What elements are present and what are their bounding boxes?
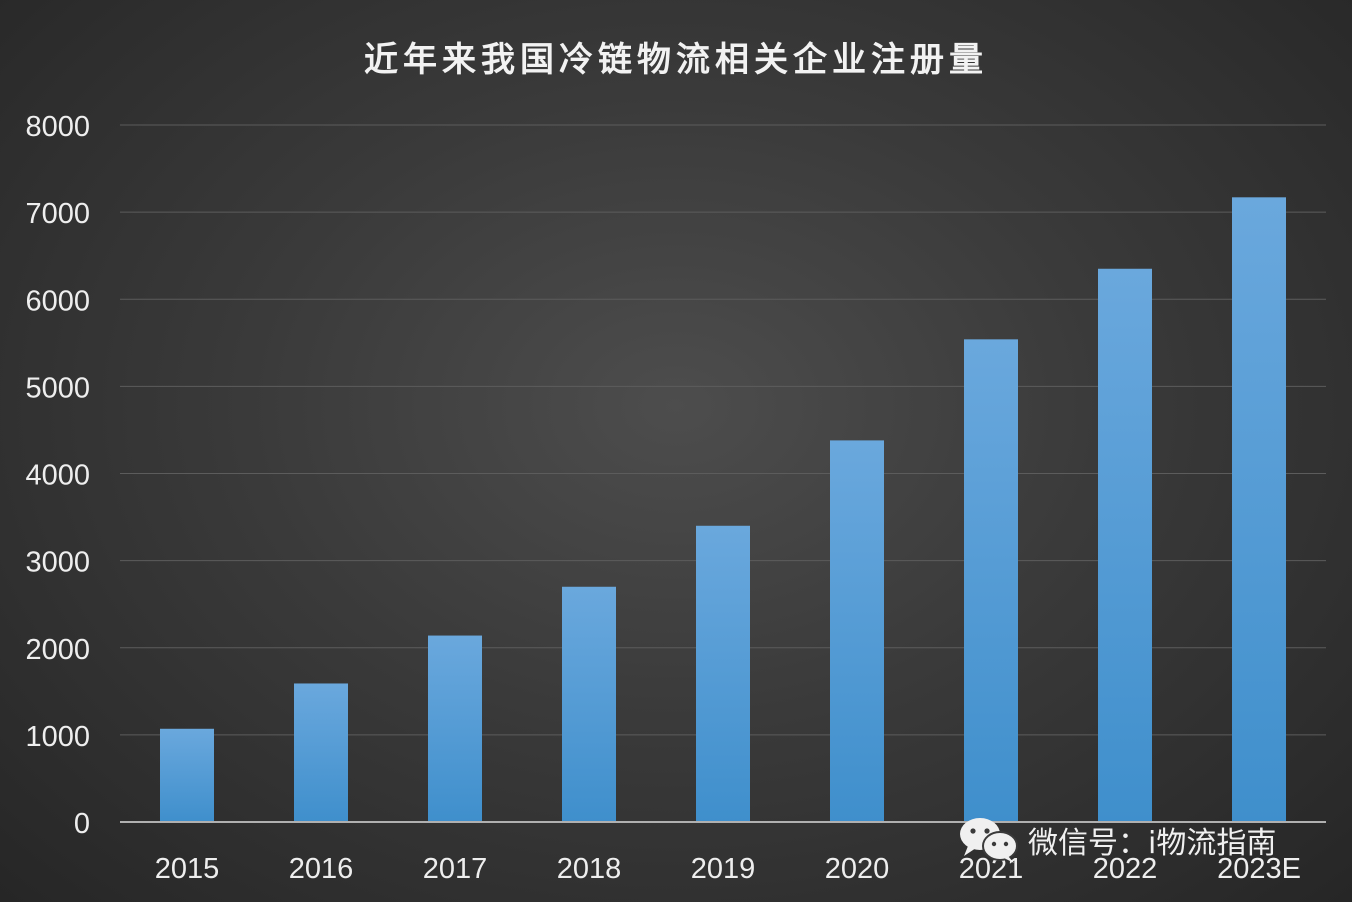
y-tick-label: 2000 (25, 634, 90, 666)
watermark-text: 微信号：i物流指南 (1028, 826, 1277, 861)
bar-2022 (1098, 268, 1152, 823)
bar-2021 (964, 339, 1018, 822)
y-tick-label: 1000 (25, 721, 90, 753)
y-tick-label: 3000 (25, 547, 90, 579)
y-tick-label: 0 (74, 808, 90, 840)
bar-2018 (562, 586, 616, 822)
x-tick-label: 2017 (423, 853, 488, 885)
bar-2020 (830, 440, 884, 822)
y-tick-label: 4000 (25, 460, 90, 492)
bar-2019 (696, 525, 750, 822)
x-tick-label: 2020 (825, 853, 890, 885)
bar-2015 (160, 728, 214, 822)
bar-2016 (294, 683, 348, 822)
x-tick-label: 2015 (155, 853, 220, 885)
bars (160, 197, 1286, 823)
x-tick-label: 2022 (1093, 853, 1158, 885)
y-tick-label: 5000 (25, 372, 90, 404)
bar-2023E (1232, 197, 1286, 823)
x-tick-label: 2019 (691, 853, 756, 885)
wechat-icon (960, 818, 1018, 863)
x-tick-label: 2023E (1217, 853, 1301, 885)
y-tick-label: 8000 (25, 111, 90, 143)
watermark: 微信号：i物流指南 (958, 816, 1276, 864)
x-tick-label: 2016 (289, 853, 354, 885)
chart-title: 近年来我国冷链物流相关企业注册量 (364, 40, 988, 80)
x-tick-label: 2018 (557, 853, 622, 885)
y-tick-label: 7000 (25, 198, 90, 230)
bar-2017 (428, 635, 482, 822)
y-tick-label: 6000 (25, 285, 90, 317)
axes: 0 1000 2000 3000 4000 5000 6000 7000 8000 2015 201… (25, 111, 1326, 885)
